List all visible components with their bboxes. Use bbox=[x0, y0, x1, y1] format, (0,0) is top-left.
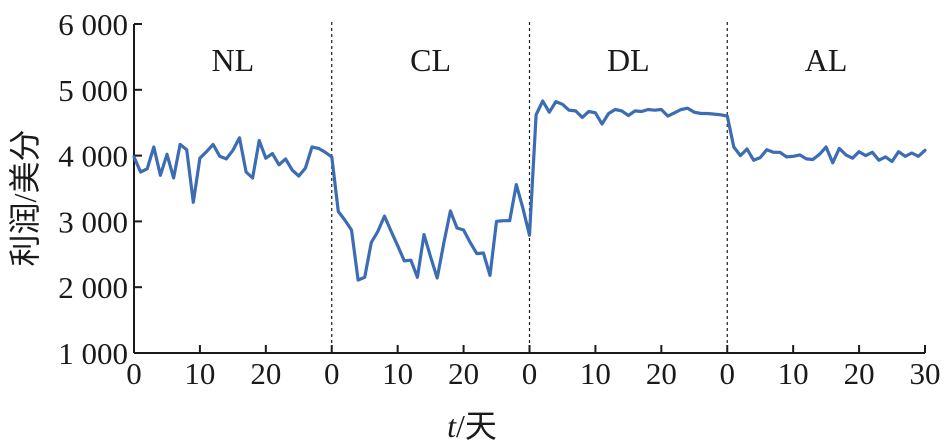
panel-labels: NL CL DL AL bbox=[212, 42, 848, 78]
panel-label: CL bbox=[410, 42, 451, 78]
x-tick-label: 0 bbox=[720, 356, 736, 391]
x-tick-label: 0 bbox=[126, 356, 142, 391]
y-axis-title: 利润/美分 bbox=[7, 130, 43, 267]
y-tick-label: 6 000 bbox=[58, 7, 128, 42]
panel-label: DL bbox=[607, 42, 650, 78]
panel-label: AL bbox=[805, 42, 848, 78]
y-ticks: 1 000 2 000 3 000 4 000 5 000 6 000 bbox=[58, 7, 142, 371]
y-tick-label: 4 000 bbox=[58, 139, 128, 174]
panel-label: NL bbox=[212, 42, 255, 78]
y-tick-label: 1 000 bbox=[58, 336, 128, 371]
x-tick-label: 20 bbox=[250, 356, 281, 391]
x-tick-label: 0 bbox=[324, 356, 340, 391]
panel-dividers bbox=[331, 22, 728, 353]
x-axis-title-variable: t bbox=[447, 408, 457, 444]
x-axis-title: t/天 bbox=[447, 408, 497, 444]
x-tick-label: 20 bbox=[844, 356, 875, 391]
x-ticks: 0 10 20 0 10 20 0 10 20 0 10 20 30 bbox=[126, 345, 941, 391]
y-tick-label: 2 000 bbox=[58, 270, 128, 305]
series-line bbox=[132, 99, 927, 282]
x-tick-label: 0 bbox=[522, 356, 538, 391]
x-tick-label: 30 bbox=[910, 356, 941, 391]
x-tick-label: 10 bbox=[184, 356, 215, 391]
x-tick-label: 10 bbox=[382, 356, 413, 391]
x-tick-label: 20 bbox=[646, 356, 677, 391]
x-axis-title-unit: /天 bbox=[456, 408, 497, 444]
x-tick-label: 20 bbox=[448, 356, 479, 391]
x-tick-label: 10 bbox=[778, 356, 809, 391]
y-tick-label: 3 000 bbox=[58, 204, 128, 239]
profit-line bbox=[132, 99, 927, 282]
y-tick-label: 5 000 bbox=[58, 73, 128, 108]
x-tick-label: 10 bbox=[580, 356, 611, 391]
